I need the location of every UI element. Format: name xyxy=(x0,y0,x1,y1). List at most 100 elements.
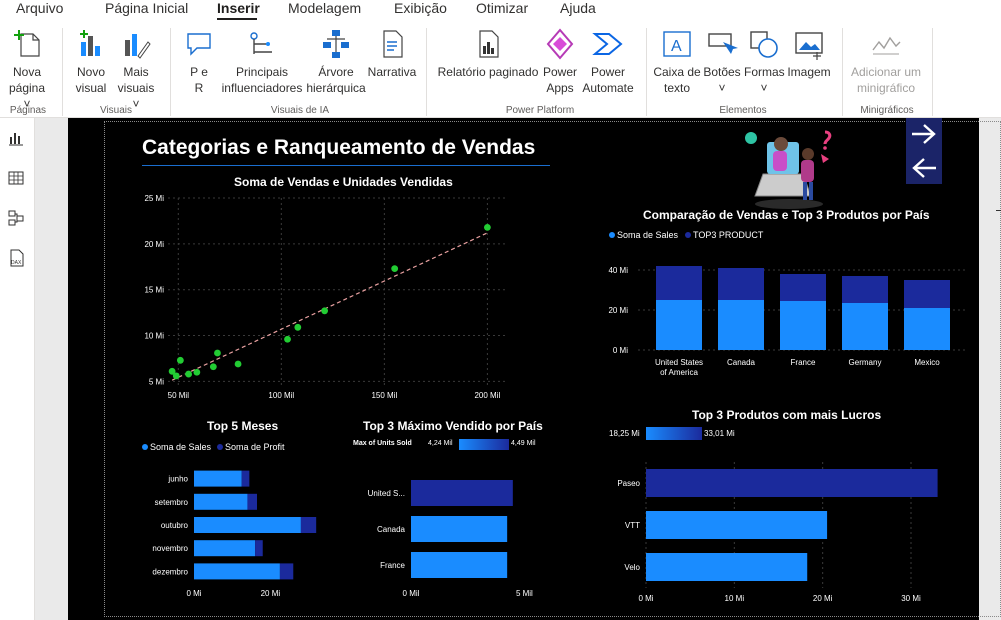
arrow-left-icon[interactable] xyxy=(910,156,938,180)
menu-pagina-inicial[interactable]: Página Inicial xyxy=(105,0,189,16)
page-title: Categorias e Ranqueamento de Vendas xyxy=(142,136,536,159)
arvore-label-1: Árvore xyxy=(318,65,354,79)
p-e-r-label-1: P e xyxy=(190,65,208,79)
bar-sales xyxy=(656,300,702,350)
novo-visual-label-1: Novo xyxy=(76,65,105,79)
bar-profit xyxy=(241,470,250,487)
y-tick-label: 20 Mi xyxy=(608,306,628,315)
shapes-icon xyxy=(750,31,778,58)
chevron-down-icon: ˅ xyxy=(760,81,768,95)
caixa-label-1: Caixa de xyxy=(653,65,701,79)
bar-max-units xyxy=(411,516,508,542)
bar-sales xyxy=(194,470,242,487)
bar-profit xyxy=(255,540,263,557)
bar-top3-product xyxy=(780,274,826,301)
decomposition-tree-icon xyxy=(323,30,349,58)
x-tick-label: 0 Mi xyxy=(638,594,653,603)
report-view-icon[interactable] xyxy=(6,128,26,148)
botoes-button[interactable]: Botões ˅ xyxy=(702,28,742,96)
scatter-point xyxy=(321,307,329,315)
novo-visual-button[interactable]: Novo visual xyxy=(72,28,110,96)
principais-influenciadores-button[interactable]: Principais influenciadores xyxy=(220,28,304,96)
y-category-label: dezembro xyxy=(152,567,188,576)
arvore-hierarquica-button[interactable]: Árvore hierárquica xyxy=(306,28,366,96)
y-tick-label: 25 Mi xyxy=(144,194,164,203)
y-tick-label: 0 Mi xyxy=(613,346,628,355)
y-category-label: setembro xyxy=(155,498,189,507)
nova-pagina-button[interactable]: Nova página ˅ xyxy=(4,28,50,112)
adicionar-minigrafico-button[interactable]: Adicionar um minigráfico xyxy=(846,28,926,96)
legend-label-sales: Soma de Sales xyxy=(617,230,679,240)
dax-query-icon[interactable]: DAX xyxy=(6,248,26,268)
x-category-label: of America xyxy=(660,368,698,377)
formas-button[interactable]: Formas ˅ xyxy=(744,28,785,96)
y-category-label: novembro xyxy=(152,544,188,553)
legend-label-top3: TOP3 PRODUCT xyxy=(693,230,764,240)
menu-exibicao[interactable]: Exibição xyxy=(394,0,447,16)
novo-visual-label-2: visual xyxy=(75,81,107,95)
sparkline-icon xyxy=(872,36,901,55)
x-tick-label: 50 Mil xyxy=(168,391,190,400)
top3-lucros-title: Top 3 Produtos com mais Lucros xyxy=(692,408,882,422)
group-elementos: Elementos xyxy=(719,105,767,116)
ribbon: Nova página ˅ Novo visual Mais visuais ˅… xyxy=(0,20,1001,118)
menu-modelagem[interactable]: Modelagem xyxy=(288,0,362,16)
power-apps-label-2: Apps xyxy=(546,81,574,95)
scatter-point xyxy=(214,349,221,357)
trend-line xyxy=(171,232,488,381)
group-visuais: Visuais xyxy=(99,105,133,116)
power-automate-label-1: Power xyxy=(590,65,625,79)
caixa-de-texto-button[interactable]: A Caixa de texto xyxy=(652,28,702,96)
table-view-icon[interactable] xyxy=(6,168,26,188)
qa-chat-icon xyxy=(187,33,211,56)
menu-arquivo[interactable]: Arquivo xyxy=(16,0,64,16)
power-automate-label-2: Automate xyxy=(582,81,634,95)
y-category-label: VTT xyxy=(625,521,640,530)
ribbon-separator xyxy=(426,28,427,116)
adicionar-label-2: minigráfico xyxy=(856,81,916,95)
scatter-point xyxy=(234,360,242,368)
menu-inserir[interactable]: Inserir xyxy=(217,0,260,16)
caixa-label-2: texto xyxy=(663,81,690,95)
bar-sales xyxy=(718,300,764,350)
legend-swatch-top3 xyxy=(685,232,691,238)
view-switcher: DAX xyxy=(0,118,35,620)
relatorio-paginado-button[interactable]: Relatório paginado xyxy=(436,28,540,80)
arrow-right-icon[interactable] xyxy=(910,122,938,146)
arvore-label-2: hierárquica xyxy=(306,81,366,95)
active-tab-indicator xyxy=(217,18,257,20)
bar-sales xyxy=(194,493,248,510)
key-influencers-icon xyxy=(250,32,272,54)
top3-lucros-legend-min: 18,25 Mi xyxy=(609,429,640,438)
ribbon-separator xyxy=(646,28,647,116)
country-compare-title: Comparação de Vendas e Top 3 Produtos po… xyxy=(643,208,930,222)
x-tick-label: 0 Mil xyxy=(403,589,420,598)
model-view-icon[interactable] xyxy=(6,208,26,228)
x-category-label: Germany xyxy=(849,358,882,367)
menu-ajuda[interactable]: Ajuda xyxy=(560,0,596,16)
group-visuais-ia: Visuais de IA xyxy=(270,105,330,116)
y-category-label: France xyxy=(380,561,405,570)
power-automate-button[interactable]: Power Automate xyxy=(580,28,636,96)
power-apps-button[interactable]: Power Apps xyxy=(540,28,580,96)
group-paginas: Páginas xyxy=(9,105,47,116)
y-tick-label: 20 Mi xyxy=(144,240,164,249)
bar-sales xyxy=(194,517,301,533)
chevron-down-icon: ˅ xyxy=(718,81,726,95)
bar-top3-product xyxy=(718,268,764,300)
menu-otimizar[interactable]: Otimizar xyxy=(476,0,529,16)
x-category-label: Mexico xyxy=(914,358,940,367)
x-tick-label: 10 Mi xyxy=(725,594,745,603)
mais-visuais-button[interactable]: Mais visuais ˅ xyxy=(114,28,158,112)
nova-pagina-label-2: página xyxy=(8,81,46,95)
bar-sales xyxy=(904,308,950,350)
title-underline xyxy=(142,165,550,166)
y-category-label: Paseo xyxy=(617,479,640,488)
narrativa-button[interactable]: Narrativa xyxy=(366,28,418,80)
relatorio-label: Relatório paginado xyxy=(437,65,539,79)
top3-max-title: Top 3 Máximo Vendido por País xyxy=(363,419,543,433)
p-e-r-button[interactable]: P e R xyxy=(180,28,218,96)
top5-meses-chart: 0 Mi 20 Mi junho setembro outubro novembro dez… xyxy=(152,470,317,598)
imagem-button[interactable]: Imagem xyxy=(786,28,832,80)
top5-meses-title: Top 5 Meses xyxy=(207,419,279,433)
